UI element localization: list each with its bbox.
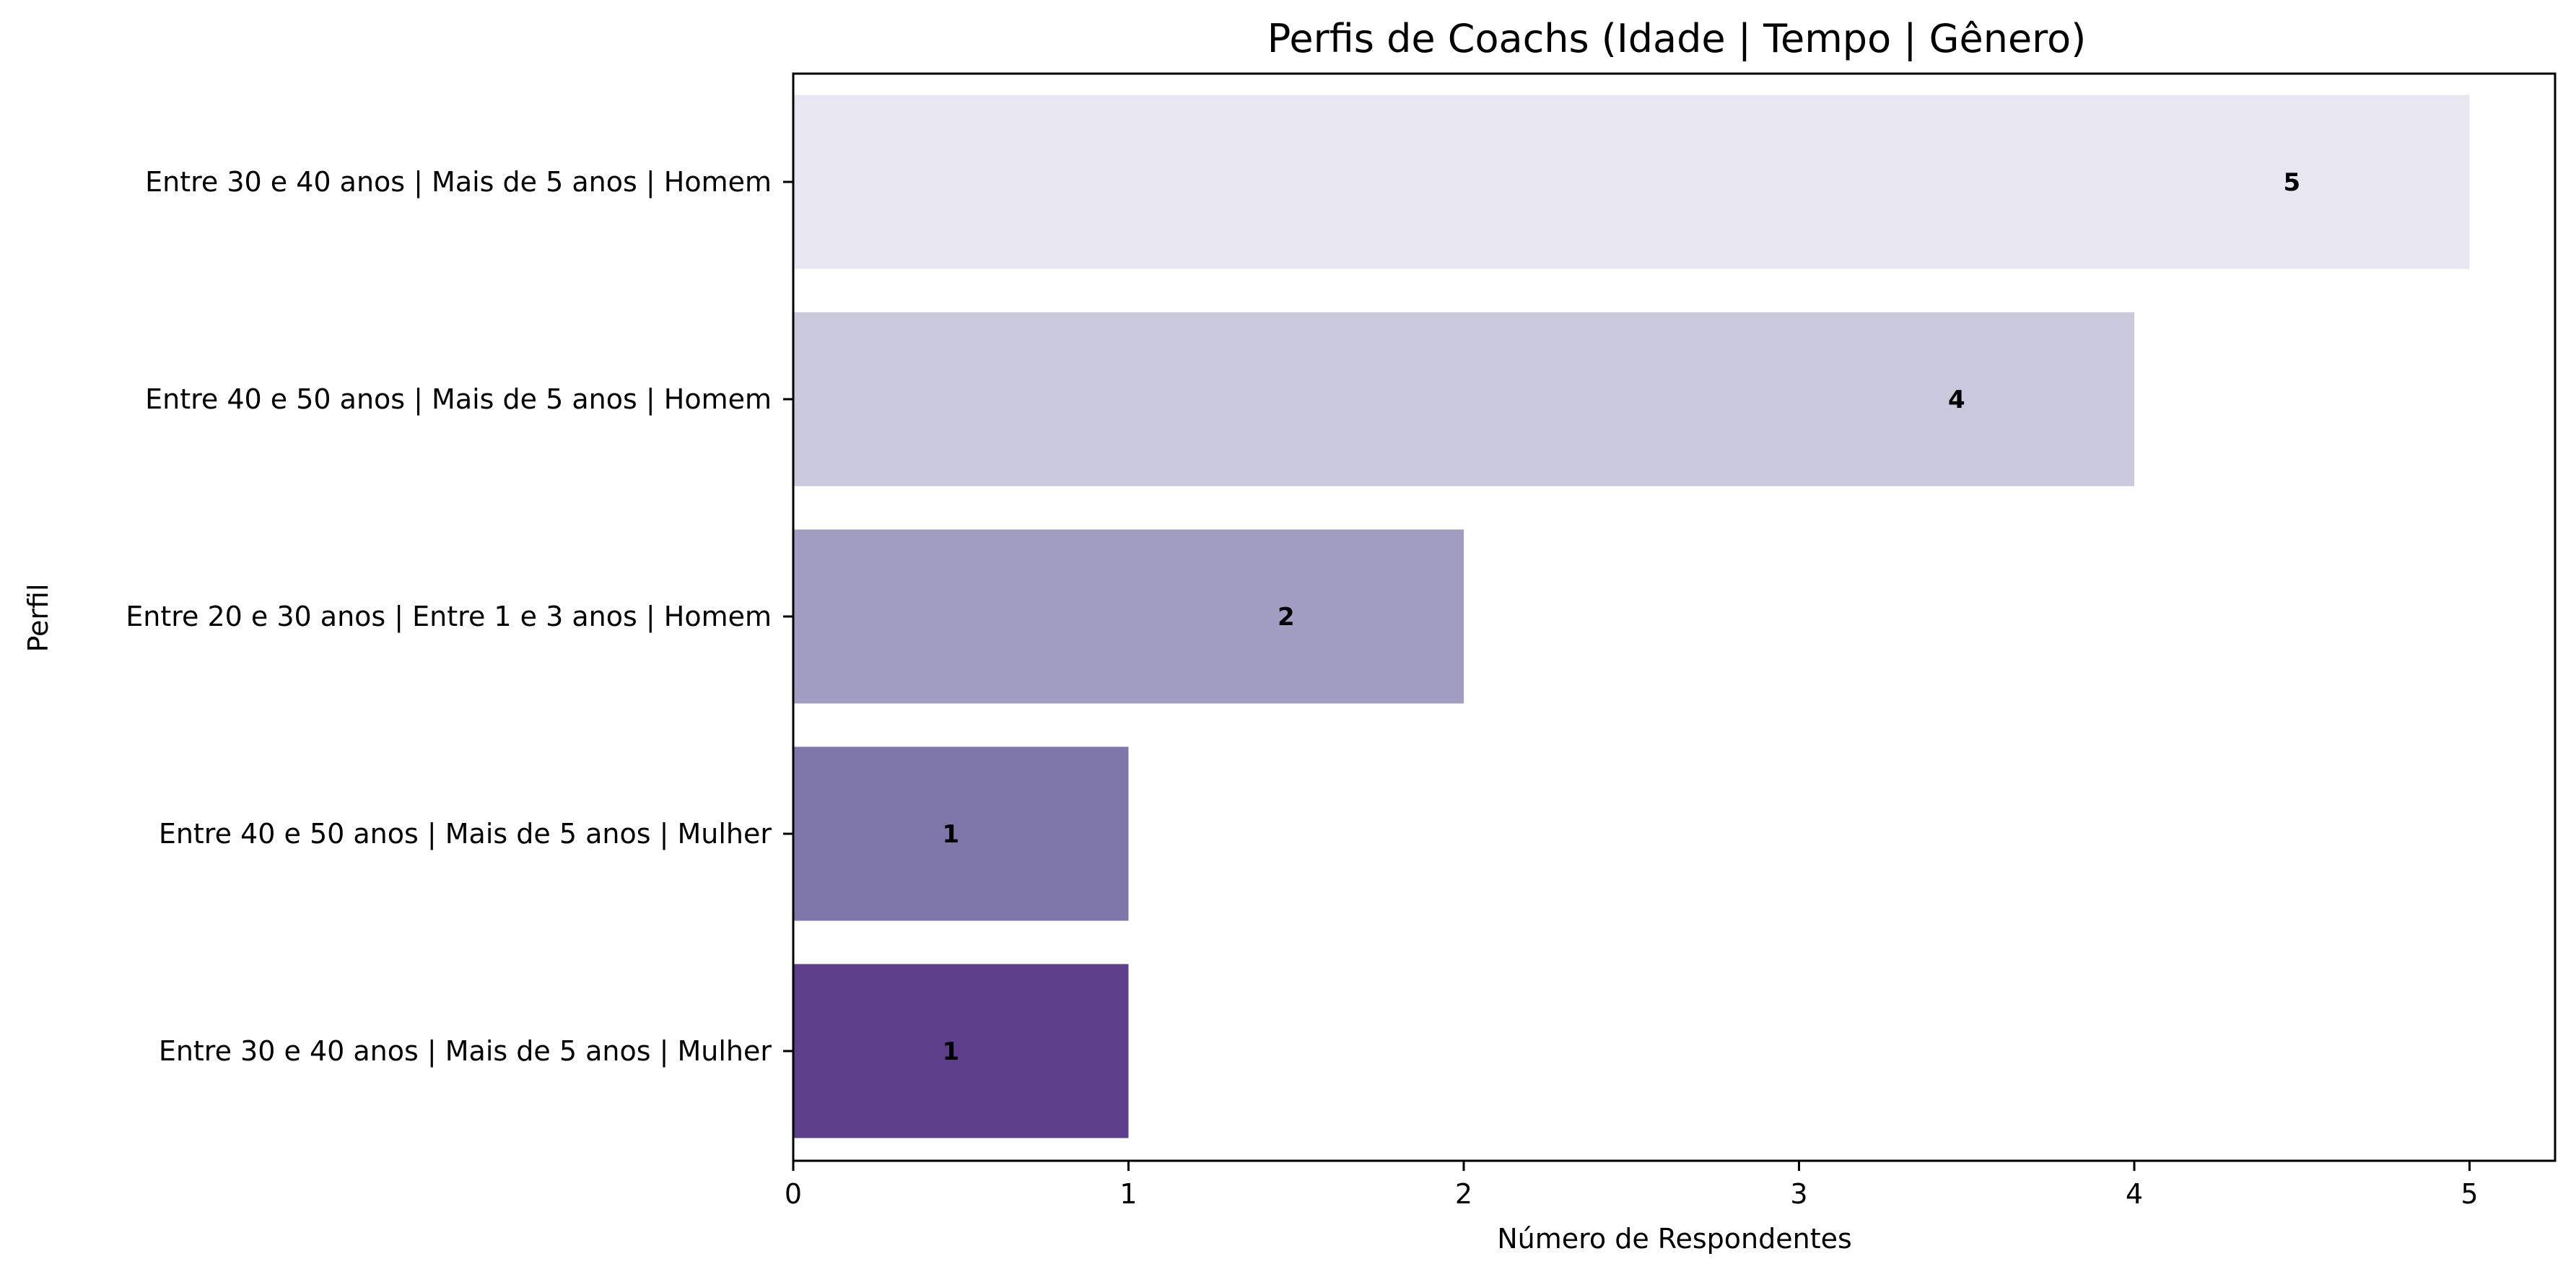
x-axis-ticks: 0 1 2 3 4 5 [785,1161,2479,1210]
y-axis-label: Perfil [22,583,54,652]
y-tick-label: Entre 30 e 40 anos | Mais de 5 anos | Mu… [159,1035,772,1068]
x-tick-label: 2 [1455,1178,1472,1210]
data-label: 5 [2283,168,2300,197]
plot-frame [792,72,2557,1162]
x-tick-label: 1 [1119,1178,1137,1210]
x-axis-label: Número de Respondentes [1497,1223,1852,1255]
data-label: 2 [1278,603,1295,632]
data-labels-group: 5 4 2 1 1 [942,168,2300,1066]
y-tick-label: Entre 30 e 40 anos | Mais de 5 anos | Ho… [145,166,772,199]
bar [793,529,1464,704]
x-tick-label: 3 [1790,1178,1807,1210]
bar [793,312,2134,487]
data-label: 1 [942,1037,959,1066]
y-tick-label: Entre 40 e 50 anos | Mais de 5 anos | Ho… [145,383,772,416]
y-axis-ticks: Entre 30 e 40 anos | Mais de 5 anos | Ho… [126,166,793,1068]
data-label: 1 [942,820,959,849]
chart-title: Perfis de Coachs (Idade | Tempo | Gênero… [1267,16,2087,61]
bar [793,964,1129,1138]
y-tick-label: Entre 40 e 50 anos | Mais de 5 anos | Mu… [159,818,772,850]
x-tick-label: 0 [785,1178,802,1210]
x-tick-label: 5 [2461,1178,2478,1210]
data-label: 4 [1948,385,1965,414]
y-tick-label: Entre 20 e 30 anos | Entre 1 e 3 anos | … [126,601,772,633]
bars-group [793,95,2470,1138]
x-tick-label: 4 [2126,1178,2143,1210]
bar [793,746,1129,921]
bar [793,95,2470,269]
